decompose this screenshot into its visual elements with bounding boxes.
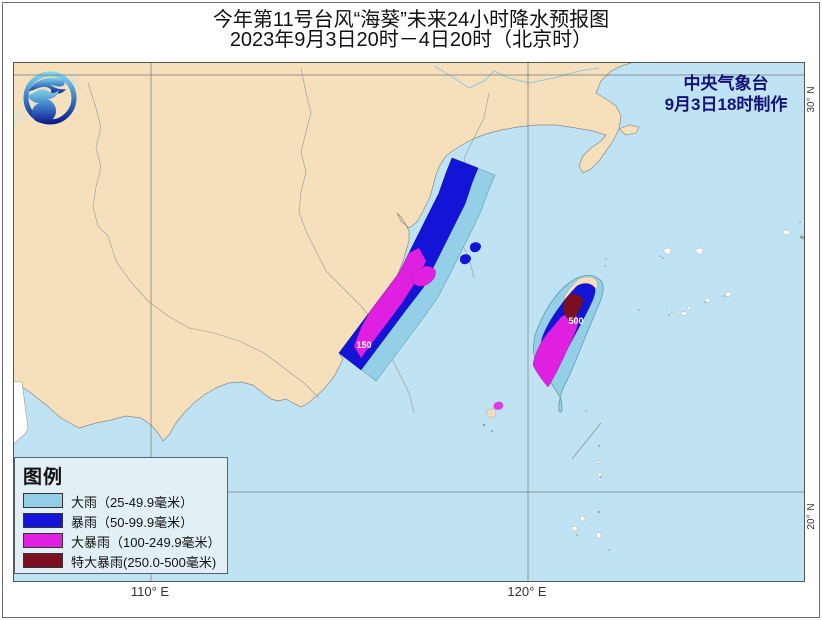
svg-text:150: 150 (356, 340, 371, 350)
svg-text:500: 500 (568, 316, 583, 326)
